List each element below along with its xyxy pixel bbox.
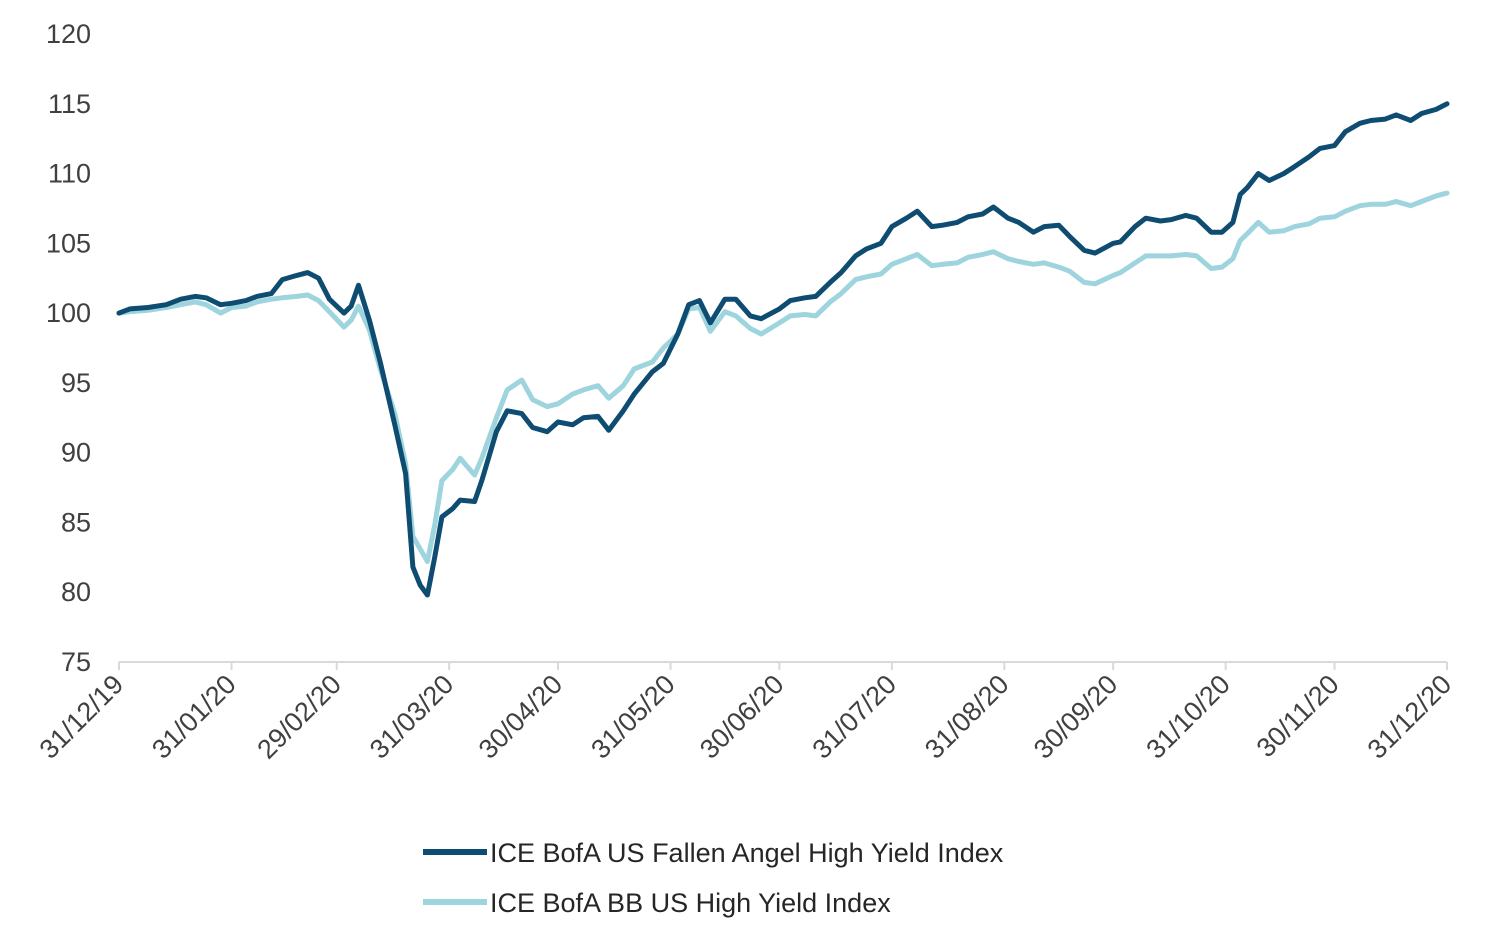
- x-tick-label: 31/01/20: [146, 669, 242, 765]
- y-tick-label: 105: [46, 228, 91, 258]
- x-tick-label: 30/11/20: [1251, 669, 1345, 763]
- x-tick-label: 31/12/20: [1362, 669, 1458, 765]
- x-tick-label: 29/02/20: [251, 669, 347, 765]
- y-axis: 75 80 85 90 95 100 105 110 115 120: [46, 19, 91, 677]
- legend-label-fallen-angel: ICE BofA US Fallen Angel High Yield Inde…: [490, 838, 1004, 868]
- x-tick-label: 30/06/20: [694, 669, 790, 765]
- y-tick-label: 90: [61, 438, 91, 468]
- legend-item-1: ICE BofA BB US High Yield Index: [423, 888, 891, 918]
- y-tick-label: 120: [46, 19, 91, 49]
- y-tick-label: 115: [48, 89, 91, 119]
- x-axis: 31/12/19 31/01/20 29/02/20 31/03/20 30/04/20…: [34, 661, 1458, 765]
- legend-item-0: ICE BofA US Fallen Angel High Yield Inde…: [423, 838, 1004, 868]
- series-line-bb: [116, 190, 1450, 564]
- x-tick-label: 31/05/20: [585, 669, 681, 765]
- series-layer: [116, 101, 1450, 598]
- x-tick-label: 30/09/20: [1028, 669, 1124, 765]
- y-tick-label: 100: [46, 298, 91, 328]
- x-tick-label: 31/07/20: [807, 669, 903, 765]
- x-tick-label: 31/03/20: [364, 669, 460, 765]
- y-tick-label: 75: [61, 647, 91, 677]
- y-tick-label: 80: [61, 577, 91, 607]
- y-tick-label: 95: [61, 368, 91, 398]
- y-tick-label: 110: [48, 159, 91, 189]
- x-tick-label: 31/10/20: [1140, 669, 1236, 765]
- x-tick-label: 30/04/20: [473, 669, 569, 765]
- x-tick-label: 31/08/20: [919, 669, 1015, 765]
- y-tick-label: 85: [61, 507, 91, 537]
- legend: ICE BofA US Fallen Angel High Yield Inde…: [423, 838, 1004, 918]
- x-tick-label: 31/12/19: [34, 669, 130, 765]
- series-line-fallen-angel: [116, 101, 1450, 598]
- legend-label-bb: ICE BofA BB US High Yield Index: [490, 888, 891, 918]
